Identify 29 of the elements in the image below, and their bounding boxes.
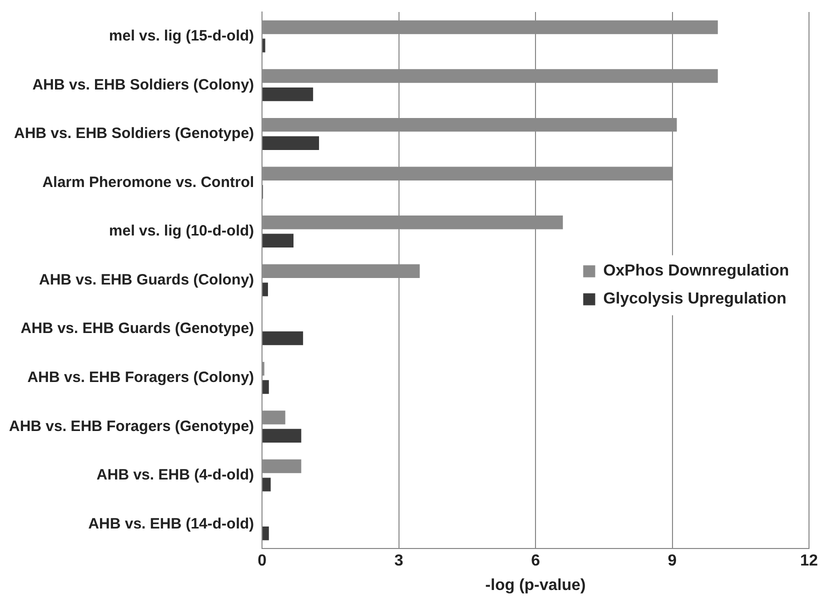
bar	[262, 380, 269, 394]
y-tick-label: mel vs. lig (15-d-old)	[109, 28, 254, 45]
y-tick-label: AHB vs. EHB Foragers (Colony)	[27, 369, 254, 386]
x-axis-title: -log (p-value)	[485, 576, 586, 594]
y-tick-label: AHB vs. EHB Soldiers (Colony)	[32, 76, 254, 94]
y-tick-label: AHB vs. EHB Soldiers (Genotype)	[14, 125, 254, 142]
legend-label: Glycolysis Upregulation	[603, 290, 786, 308]
y-tick-label: AHB vs. EHB Guards (Colony)	[39, 271, 254, 288]
x-tick-label: 0	[258, 552, 267, 570]
x-tick-label: 12	[800, 552, 818, 570]
bar	[262, 478, 271, 492]
y-tick-label: AHB vs. EHB Foragers (Genotype)	[9, 418, 254, 435]
y-tick-label: Alarm Pheromone vs. Control	[42, 174, 254, 191]
y-tick-label: mel vs. lig (10-d-old)	[109, 222, 254, 240]
y-tick-label: AHB vs. EHB (14-d-old)	[88, 515, 254, 532]
bar	[262, 234, 294, 248]
x-tick-label: 9	[668, 552, 677, 570]
x-tick-label: 3	[394, 552, 404, 570]
bar	[262, 526, 269, 540]
bar	[262, 136, 320, 150]
y-tick-label: AHB vs. EHB Guards (Genotype)	[20, 320, 254, 338]
bar	[262, 331, 304, 346]
legend-label: OxPhos Downregulation	[603, 262, 790, 280]
bar	[262, 282, 268, 296]
y-tick-label: AHB vs. EHB (4-d-old)	[96, 466, 254, 484]
bar	[262, 87, 314, 102]
x-tick-label: 6	[531, 552, 540, 570]
bar	[262, 38, 266, 52]
bar	[262, 428, 302, 443]
